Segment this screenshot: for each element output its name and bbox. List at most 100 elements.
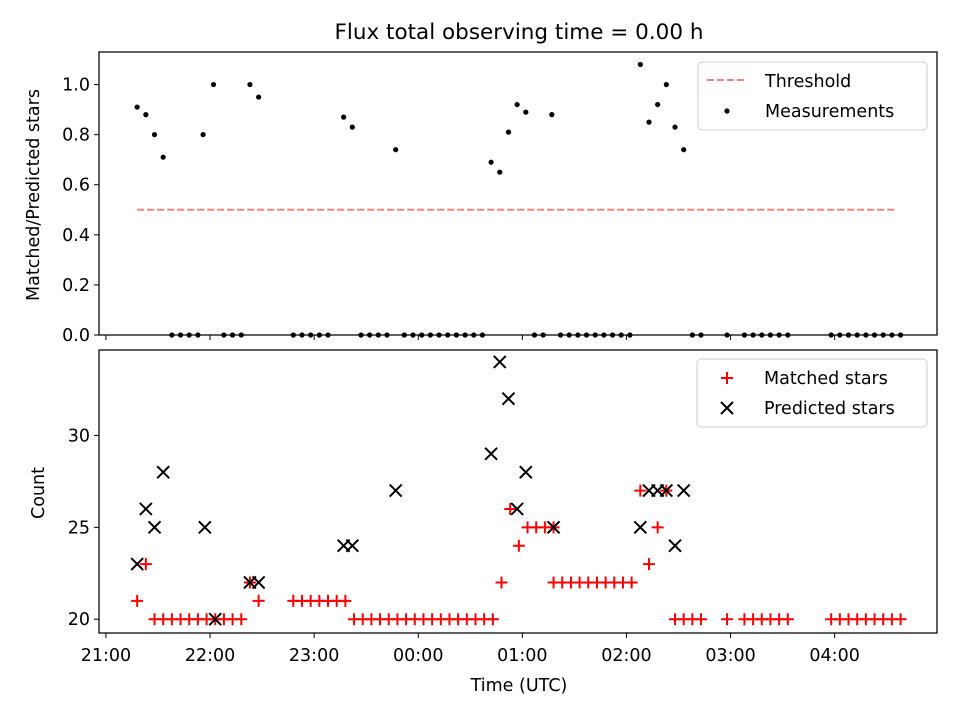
bottom-y-tick-label: 30 <box>68 426 90 446</box>
measurement-point <box>505 129 512 135</box>
predicted-star-point <box>501 391 516 406</box>
predicted-star-point <box>484 447 498 461</box>
measurement-point <box>646 119 652 125</box>
measurement-point <box>210 81 217 88</box>
legend-matched-label: Matched stars <box>764 369 888 389</box>
top-plot-area: 0.0 0.2 0.4 0.6 0.8 1.0 <box>62 51 938 346</box>
legend-measurements-swatch <box>724 108 730 114</box>
bottom-marks <box>130 355 907 626</box>
legend-threshold-label: Threshold <box>764 72 851 92</box>
predicted-star-point <box>388 483 403 498</box>
bottom-y-tick-label: 20 <box>68 610 90 630</box>
measurement-point <box>341 114 347 120</box>
matched-star-point <box>486 613 499 626</box>
measurement-point <box>134 104 140 110</box>
top-y-tick-label: 0.2 <box>62 276 90 296</box>
top-y-tick-label: 0.8 <box>62 126 90 146</box>
bottom-axes-frame <box>98 349 938 634</box>
predicted-star-point <box>198 520 212 535</box>
bottom-x-tick-label: 03:00 <box>705 646 755 666</box>
top-y-tick-label: 0.0 <box>62 326 90 346</box>
predicted-star-point <box>510 502 524 516</box>
predicted-star-point <box>156 465 170 479</box>
measurement-point <box>200 132 206 138</box>
matched-star-point <box>504 502 517 515</box>
matched-star-point <box>695 613 708 626</box>
top-chart-title: Flux total observing time = 0.00 h <box>335 20 704 45</box>
measurement-point <box>523 109 529 115</box>
bottom-x-tick-label: 23:00 <box>289 646 339 666</box>
measurement-point <box>488 159 494 165</box>
top-legend-frame <box>697 61 928 131</box>
top-y-ticks: 0.0 0.2 0.4 0.6 0.8 1.0 <box>62 76 99 346</box>
matched-star-point <box>512 539 525 552</box>
predicted-star-point <box>139 502 153 516</box>
bottom-x-tick-label: 04:00 <box>809 646 859 666</box>
bottom-panel: 20 25 30 21:00 22:00 23:00 00:00 01:00 02:00 03:… <box>29 349 938 696</box>
measurement-point <box>160 154 166 160</box>
predicted-star-point <box>676 483 691 498</box>
matched-star-point <box>634 484 647 497</box>
legend-measurements-label: Measurements <box>765 102 894 122</box>
top-y-axis-label: Matched/Predicted stars <box>24 89 44 301</box>
top-y-tick-label: 1.0 <box>62 76 90 96</box>
top-legend: Threshold Measurements <box>697 61 928 131</box>
bottom-y-tick-label: 25 <box>68 518 90 538</box>
bottom-x-tick-label: 22:00 <box>185 646 235 666</box>
measurement-point <box>681 147 687 153</box>
bottom-x-tick-label: 02:00 <box>601 646 651 666</box>
bottom-x-ticks: 21:00 22:00 23:00 00:00 01:00 02:00 03:00 04:00 <box>81 633 860 666</box>
matched-star-point <box>642 558 655 571</box>
predicted-star-point <box>345 539 360 553</box>
bottom-x-tick-label: 00:00 <box>393 646 443 666</box>
measurement-point <box>256 94 262 100</box>
legend-predicted-swatch <box>720 401 734 415</box>
bottom-x-tick-label: 21:00 <box>81 646 131 666</box>
matched-star-point <box>252 594 265 607</box>
measurement-point <box>549 112 555 118</box>
predicted-star-point <box>147 520 162 535</box>
matched-star-point <box>139 558 152 571</box>
measurement-point <box>514 101 520 108</box>
bottom-y-ticks: 20 25 30 <box>68 426 99 630</box>
predicted-star-point <box>633 520 648 535</box>
measurement-point <box>497 169 503 175</box>
matched-star-point <box>339 594 352 607</box>
bottom-plot-area: 20 25 30 21:00 22:00 23:00 00:00 01:00 02:00 03:… <box>68 349 938 666</box>
predicted-star-point <box>251 575 266 590</box>
matched-star-point <box>894 613 907 626</box>
matched-star-point <box>235 613 248 626</box>
top-axes-frame <box>98 51 938 336</box>
matched-star-point <box>781 613 794 626</box>
predicted-star-point <box>493 355 507 369</box>
top-panel: Flux total observing time = 0.00 h 0.00.… <box>24 20 938 346</box>
predicted-star-point <box>130 557 144 571</box>
predicted-star-point <box>519 465 533 479</box>
matched-star-point <box>131 594 144 607</box>
measurement-point <box>247 81 253 88</box>
predicted-star-point <box>659 483 674 498</box>
measurement-point <box>663 81 669 88</box>
predicted-star-point <box>546 520 561 535</box>
measurement-point <box>672 124 678 130</box>
top-x-ticks <box>105 335 836 340</box>
top-y-tick-label: 0.4 <box>62 226 90 246</box>
matched-star-point <box>625 576 638 589</box>
measurement-point <box>349 124 355 130</box>
bottom-legend-frame <box>696 358 928 428</box>
measurement-point <box>393 147 399 153</box>
measurement-point <box>637 61 643 68</box>
measurement-point <box>655 101 661 108</box>
matched-star-point <box>721 613 734 626</box>
top-y-tick-label: 0.6 <box>62 176 90 196</box>
measurement-point <box>151 132 158 138</box>
predicted-star-point <box>208 612 222 626</box>
predicted-star-point <box>668 539 682 553</box>
bottom-y-axis-label: Count <box>29 467 49 519</box>
measurement-point <box>143 112 149 118</box>
matched-star-point <box>651 521 664 534</box>
legend-predicted-label: Predicted stars <box>764 399 895 419</box>
bottom-x-tick-label: 01:00 <box>497 646 547 666</box>
bottom-legend: Matched stars Predicted stars <box>696 358 928 428</box>
